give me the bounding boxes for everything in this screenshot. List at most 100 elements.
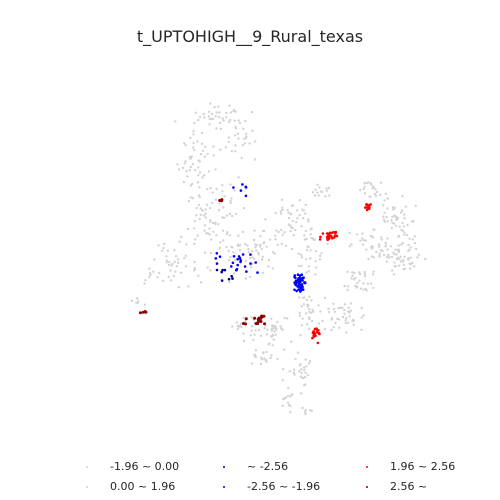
neutral-point [302, 296, 305, 299]
neutral-point [143, 282, 146, 285]
neutral-point [183, 256, 186, 260]
neutral-point [355, 286, 358, 289]
neutral-point [377, 245, 381, 248]
neutral-point [153, 258, 156, 261]
neutral-point [410, 220, 414, 223]
neutral-point [217, 223, 220, 226]
neutral-point [232, 251, 235, 254]
neutral-point [363, 192, 367, 195]
cold-spot-point [241, 253, 245, 256]
neutral-point [191, 146, 195, 149]
neutral-point [317, 304, 320, 307]
neutral-point [401, 195, 404, 198]
neutral-point [208, 117, 211, 121]
neutral-point [192, 129, 195, 133]
neutral-point [318, 258, 322, 261]
neutral-point [135, 297, 139, 300]
neutral-point [299, 334, 302, 337]
neutral-point [283, 316, 286, 320]
neutral-point [225, 214, 229, 217]
neutral-point [371, 236, 374, 239]
neutral-point [358, 279, 361, 282]
neutral-point [197, 166, 200, 169]
neutral-point [333, 310, 337, 313]
neutral-point [253, 333, 256, 336]
neutral-point [304, 408, 307, 412]
neutral-point [166, 249, 170, 252]
neutral-point [228, 234, 231, 237]
neutral-point [305, 258, 308, 261]
neutral-point [259, 362, 263, 366]
neutral-point [226, 231, 229, 234]
neutral-point [353, 271, 356, 275]
neutral-point [252, 238, 256, 242]
neutral-point [219, 127, 223, 131]
neutral-point [310, 299, 313, 302]
neutral-point [212, 230, 215, 233]
neutral-point [188, 169, 192, 172]
neutral-point [181, 166, 185, 170]
neutral-point [238, 249, 242, 252]
neutral-point [173, 249, 176, 252]
neutral-point [283, 231, 286, 234]
neutral-point [344, 319, 347, 322]
neutral-point [233, 134, 237, 137]
neutral-point [378, 255, 381, 258]
neutral-point [229, 183, 232, 186]
neutral-point [310, 227, 313, 230]
neutral-point [300, 371, 303, 375]
neutral-point [260, 258, 264, 261]
cold-spot-point [220, 279, 224, 282]
neutral-point [375, 190, 379, 194]
strong-hot-spot-point [244, 317, 248, 321]
neutral-point [308, 295, 311, 298]
neutral-point [292, 371, 295, 374]
neutral-point [292, 234, 295, 237]
neutral-point [225, 245, 228, 249]
hot-spot-point [321, 232, 325, 235]
neutral-point [403, 216, 406, 220]
neutral-point [239, 322, 243, 326]
neutral-point [369, 282, 373, 285]
neutral-point [296, 351, 300, 354]
neutral-point [143, 303, 147, 306]
neutral-point [223, 195, 226, 198]
hot-spot-point [312, 333, 316, 337]
neutral-point [228, 281, 231, 284]
neutral-point [244, 242, 247, 246]
neutral-point [222, 119, 225, 122]
neutral-point [243, 207, 246, 210]
neutral-point [225, 232, 229, 236]
neutral-point [238, 244, 242, 247]
cold-spot-point [293, 288, 296, 292]
neutral-point [350, 243, 353, 246]
neutral-point [323, 296, 327, 299]
neutral-point [411, 238, 414, 241]
neutral-point [343, 303, 347, 306]
neutral-point [186, 175, 189, 178]
cold-spot-point [301, 288, 305, 291]
neutral-point [354, 276, 357, 280]
neutral-point [235, 321, 238, 324]
neutral-point [314, 273, 317, 276]
hot-spot-point [315, 327, 318, 330]
neutral-point [394, 248, 397, 251]
neutral-point [202, 214, 206, 217]
neutral-point [215, 187, 218, 191]
neutral-point [398, 225, 401, 228]
neutral-point [274, 333, 277, 336]
neutral-point [204, 212, 207, 215]
neutral-point [229, 118, 232, 122]
neutral-point [165, 261, 168, 264]
neutral-point [310, 236, 313, 240]
neutral-point [349, 309, 352, 312]
neutral-point [345, 317, 348, 320]
neutral-point [253, 158, 257, 161]
hot-spot-point [334, 230, 338, 234]
neutral-point [206, 232, 210, 235]
neutral-point [316, 183, 319, 186]
neutral-point [234, 150, 237, 153]
neutral-point [375, 250, 378, 254]
neutral-point [321, 319, 324, 323]
neutral-point [260, 248, 263, 251]
